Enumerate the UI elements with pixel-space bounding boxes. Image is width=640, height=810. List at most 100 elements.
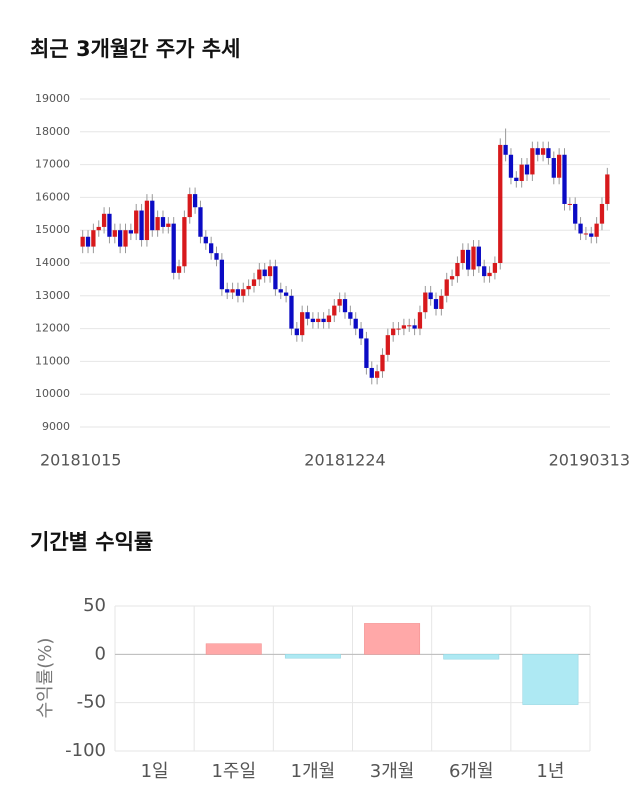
candle-body: [192, 194, 198, 208]
x-tick-label: 1년: [536, 761, 564, 782]
candle-body: [91, 230, 96, 247]
candle-body: [251, 279, 257, 286]
candle-body: [332, 305, 337, 316]
y-tick-label: 9000: [42, 420, 70, 433]
candle-body: [182, 217, 187, 267]
candle-body: [396, 328, 401, 330]
candle-body: [487, 272, 492, 277]
candle-body: [353, 318, 358, 329]
y-tick-label: 16000: [35, 190, 70, 203]
candle-body: [300, 312, 305, 336]
candle-body: [273, 266, 278, 290]
candle-body: [96, 226, 101, 231]
candle-body: [326, 315, 332, 323]
candle-body: [573, 203, 578, 224]
candle-body: [369, 367, 374, 378]
candle-body: [519, 164, 524, 181]
candle-body: [128, 230, 133, 234]
candle-body: [267, 266, 273, 277]
candle-body: [289, 295, 294, 329]
candle-body: [433, 299, 439, 309]
candle-body: [535, 148, 540, 155]
candle-body: [380, 354, 385, 372]
candle-body: [80, 236, 85, 247]
candle-body: [524, 164, 530, 175]
candle-body: [262, 269, 267, 277]
y-tick-label: -50: [77, 692, 106, 713]
candle-body: [401, 325, 407, 329]
candle-body: [551, 158, 556, 178]
y-tick-label: 13000: [35, 289, 70, 302]
candle-body: [337, 299, 342, 306]
candle-body: [219, 259, 225, 290]
candle-body: [514, 177, 519, 181]
candle-body: [139, 210, 144, 241]
candle-body: [101, 213, 107, 227]
candle-body: [241, 289, 246, 296]
candle-body: [112, 230, 117, 237]
candle-body: [123, 230, 128, 247]
x-tick-label: 6개월: [449, 761, 494, 782]
candle-body: [385, 335, 390, 355]
candle-body: [391, 328, 396, 336]
candle-body: [460, 249, 465, 263]
candle-body: [305, 312, 310, 319]
candle-body: [198, 207, 203, 237]
candle-body: [412, 325, 417, 329]
x-tick-label: 20190313: [549, 451, 630, 470]
x-tick-label: 20181015: [40, 451, 121, 470]
candle-body: [85, 236, 91, 247]
candle-body: [171, 223, 176, 273]
candle-body: [358, 328, 364, 339]
candle-body: [503, 144, 508, 155]
candle-body: [230, 289, 235, 293]
candle-body: [316, 318, 321, 323]
candle-body: [546, 148, 551, 159]
x-tick-label: 1주일: [211, 761, 256, 782]
candle-body: [471, 246, 476, 270]
candle-body: [342, 299, 348, 313]
candle-body: [246, 285, 251, 290]
candle-body: [144, 200, 150, 241]
y-tick-label: 18000: [35, 125, 70, 138]
candle-body: [150, 200, 155, 231]
bar: [205, 643, 262, 655]
candle-body: [364, 338, 369, 368]
bar: [284, 654, 341, 659]
candle-body: [107, 213, 112, 237]
candle-body: [235, 289, 241, 296]
y-tick-label: 17000: [35, 158, 70, 171]
candle-body: [492, 263, 498, 273]
candle-body: [428, 292, 433, 300]
candle-body: [374, 371, 380, 378]
bar: [522, 654, 579, 705]
candle-body: [583, 233, 589, 235]
y-tick-label: 15000: [35, 223, 70, 236]
candle-body: [160, 217, 166, 227]
candle-body: [134, 210, 139, 234]
candle-body: [118, 230, 123, 247]
candle-body: [444, 279, 449, 296]
candle-body: [187, 194, 192, 218]
candle-body: [283, 292, 289, 296]
candle-body: [449, 276, 455, 280]
candle-body: [257, 269, 262, 280]
candle-body: [209, 243, 214, 254]
candle-body: [423, 292, 428, 313]
chart-title: 최근 3개월간 주가 추세: [30, 37, 240, 61]
candle-body: [508, 154, 514, 178]
y-tick-label: -100: [65, 740, 106, 761]
candle-body: [578, 223, 583, 234]
candle-body: [225, 289, 230, 293]
candle-body: [605, 174, 610, 204]
candle-body: [594, 223, 599, 237]
bar: [443, 654, 500, 660]
candle-body: [407, 325, 412, 327]
y-axis-label: 수익률(%): [35, 638, 56, 719]
x-tick-label: 3개월: [370, 761, 415, 782]
candle-body: [498, 144, 503, 263]
candle-body: [214, 253, 219, 260]
x-tick-label: 1개월: [291, 761, 336, 782]
candle-body: [465, 249, 471, 270]
candle-body: [589, 233, 594, 237]
